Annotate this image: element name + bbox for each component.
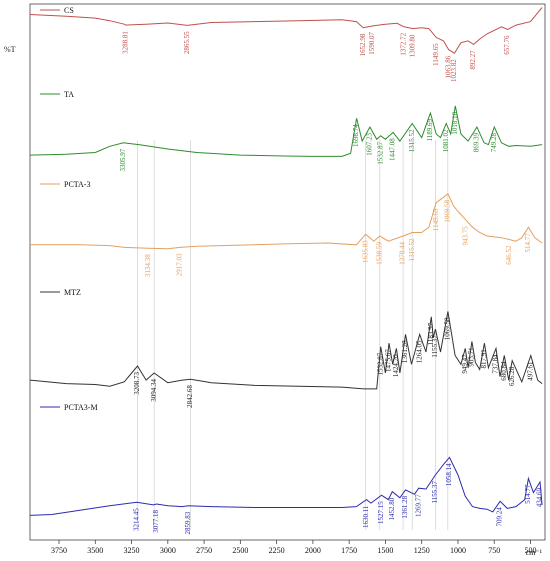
- peak-label-pcta3-m-0: 3214.45: [132, 508, 140, 531]
- peak-label-ta-4: 1447.08: [389, 138, 397, 161]
- peak-label-ta-2: 1607.23: [366, 133, 374, 156]
- x-tick-label-10: 1250: [414, 546, 430, 555]
- x-tick-label-4: 2750: [196, 546, 212, 555]
- plot-frame: [29, 3, 546, 541]
- peak-label-mtz-15: 680.84: [500, 361, 508, 381]
- x-tick-label-2: 3250: [124, 546, 140, 555]
- peak-label-mtz-9: 1155.37: [431, 335, 439, 358]
- peak-label-pcta-3-2: 1635.83: [361, 240, 369, 263]
- peak-label-mtz-13: 817.91: [480, 349, 488, 369]
- series-line-pcta3-m: [29, 456, 543, 516]
- series-label-cs: CS: [64, 6, 74, 15]
- x-tick-label-13: 500: [524, 546, 536, 555]
- x-tick-label-3: 3000: [160, 546, 176, 555]
- peak-label-mtz-4: 1475.67: [385, 349, 393, 372]
- peak-label-mtz-11: 949.47: [461, 354, 469, 374]
- peak-label-mtz-10: 1069.58: [444, 317, 452, 340]
- series-label-pcta-3: PCTA-3: [64, 180, 90, 189]
- peak-label-pcta3-m-8: 1155.37: [431, 480, 439, 503]
- peak-label-pcta3-m-2: 2859.83: [184, 511, 192, 534]
- x-tick-label-5: 2500: [232, 546, 248, 555]
- peak-label-pcta3-m-11: 514.77: [524, 484, 532, 504]
- peak-label-pcta3-m-4: 1527.15: [377, 501, 385, 524]
- peak-label-cs-4: 1372.72: [400, 32, 408, 55]
- peak-label-mtz-8: 1183.97: [427, 322, 435, 345]
- peak-label-mtz-1: 3094.34: [150, 378, 158, 401]
- peak-label-pcta-3-5: 1315.52: [408, 238, 416, 261]
- peak-label-ta-1: 1698.74: [352, 124, 360, 147]
- peak-label-mtz-16: 626.28: [508, 366, 516, 386]
- x-tick-label-9: 1500: [377, 546, 393, 555]
- peak-label-pcta3-m-9: 1058.14: [445, 463, 453, 486]
- series-line-mtz: [29, 311, 543, 390]
- peak-label-pcta-3-8: 943.75: [462, 226, 470, 246]
- peak-label-pcta3-m-12: 434.69: [536, 488, 544, 508]
- x-tick-label-7: 2000: [305, 546, 321, 555]
- peak-label-mtz-14: 737.84: [492, 354, 500, 374]
- peak-label-cs-10: 657.76: [503, 35, 511, 55]
- peak-label-cs-5: 1309.80: [409, 34, 417, 57]
- series-label-pcta3-m: PCTA3-M: [64, 403, 98, 412]
- peak-label-pcta-3-3: 1538.59: [375, 241, 383, 264]
- peak-label-pcta3-m-5: 1452.80: [388, 497, 396, 520]
- x-unit-label: cm⁻¹: [526, 548, 543, 557]
- peak-label-pcta3-m-6: 1361.28: [401, 495, 409, 518]
- peak-label-mtz-0: 3208.73: [133, 371, 141, 394]
- peak-label-pcta3-m-7: 1269.77: [414, 494, 422, 517]
- x-tick-label-1: 3500: [87, 546, 103, 555]
- peak-label-mtz-12: 903.71: [468, 347, 476, 367]
- y-axis-label: %T: [4, 45, 16, 54]
- peak-label-ta-7: 1081.02: [442, 129, 450, 152]
- peak-label-cs-8: 1023.82: [450, 59, 458, 82]
- peak-label-pcta-3-4: 1378.44: [399, 242, 407, 265]
- peak-label-cs-9: 892.27: [469, 50, 477, 70]
- peak-label-pcta-3-6: 1149.65: [432, 208, 440, 231]
- peak-label-cs-0: 3288.81: [121, 31, 129, 54]
- x-tick-label-6: 2250: [269, 546, 285, 555]
- peak-label-mtz-6: 1361.28: [401, 340, 409, 363]
- peak-label-mtz-5: 1424.20: [392, 354, 400, 377]
- peak-label-mtz-2: 2842.68: [186, 385, 194, 408]
- peak-label-ta-3: 1532.87: [376, 141, 384, 164]
- peak-label-mtz-3: 1532.87: [376, 352, 384, 375]
- x-tick-label-11: 1000: [450, 546, 466, 555]
- peak-label-mtz-17: 497.61: [526, 361, 534, 381]
- x-tick-label-0: 3750: [51, 546, 67, 555]
- series-label-mtz: MTZ: [64, 288, 81, 297]
- peak-label-pcta3-m-10: 709.24: [496, 507, 504, 527]
- x-tick-label-8: 1750: [341, 546, 357, 555]
- peak-label-ta-5: 1315.52: [408, 129, 416, 152]
- peak-label-pcta-3-1: 2917.03: [176, 253, 184, 276]
- peak-label-ta-0: 3305.97: [119, 148, 127, 171]
- peak-label-cs-2: 1652.98: [359, 33, 367, 56]
- peak-label-ta-10: 749.28: [490, 132, 498, 152]
- peak-label-pcta3-m-3: 1630.11: [362, 505, 370, 528]
- series-label-ta: TA: [64, 90, 74, 99]
- series-line-pcta-3: [30, 193, 543, 250]
- peak-label-mtz-7: 1264.05: [415, 340, 423, 363]
- peak-label-cs-3: 1590.07: [368, 32, 376, 55]
- peak-label-cs-7: 1063.86: [444, 55, 452, 78]
- peak-label-pcta-3-7: 1069.58: [444, 199, 452, 222]
- peak-label-ta-6: 1189.69: [426, 118, 434, 141]
- peak-label-pcta-3-0: 3134.38: [144, 254, 152, 277]
- peak-label-ta-8: 1018.10: [451, 111, 459, 134]
- peak-label-cs-1: 2865.55: [183, 31, 191, 54]
- peak-label-cs-6: 1149.65: [432, 43, 440, 66]
- peak-label-pcta3-m-1: 3077.18: [152, 509, 160, 532]
- x-tick-label-12: 750: [488, 546, 500, 555]
- peak-label-pcta-3-10: 514.77: [524, 233, 532, 253]
- series-line-cs: [29, 7, 543, 54]
- peak-label-pcta-3-9: 646.52: [505, 245, 513, 265]
- series-line-ta: [29, 105, 543, 157]
- peak-label-ta-9: 869.39: [473, 132, 481, 152]
